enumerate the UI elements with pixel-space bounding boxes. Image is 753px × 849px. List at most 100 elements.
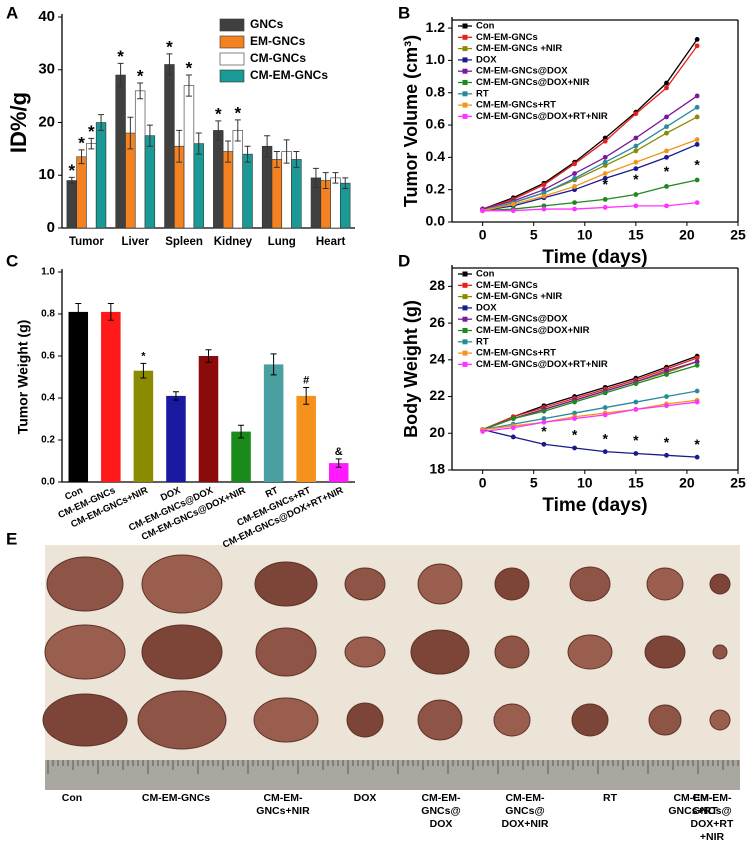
data-point [664, 80, 669, 86]
x-tick-label: 15 [628, 227, 644, 243]
data-point [694, 359, 700, 365]
tumor-photo [494, 567, 530, 601]
legend-marker [462, 80, 468, 85]
bar [328, 463, 349, 482]
legend-marker [462, 271, 468, 277]
error-bar [215, 120, 222, 141]
series-line [482, 106, 698, 212]
bar [68, 311, 89, 482]
y-tick-label: 0.4 [41, 393, 55, 404]
data-point [694, 114, 700, 120]
y-tick-label: 1.0 [426, 51, 446, 67]
bar [232, 130, 243, 229]
tumor-photo [46, 556, 124, 612]
data-point [694, 142, 700, 147]
significance-marker: * [694, 157, 700, 173]
data-point [602, 412, 608, 418]
group-label: CM-EM-GNCs [142, 792, 210, 804]
bar [261, 145, 273, 229]
significance-marker: * [541, 423, 547, 439]
legend-label: CM-EM-GNCs +NIR [476, 43, 562, 54]
significance-marker: * [694, 436, 700, 452]
data-point [602, 175, 608, 181]
tumor-photo [44, 624, 126, 680]
x-tick-label: Heart [316, 236, 346, 248]
legend-swatch [219, 52, 245, 66]
y-axis-label: ID%/g [6, 92, 31, 153]
series-line [482, 390, 698, 431]
legend-marker [462, 294, 468, 300]
error-bar [225, 140, 232, 163]
data-point [510, 425, 516, 431]
legend-swatch [219, 69, 245, 83]
error-bar [137, 82, 144, 100]
error-bar [117, 62, 124, 88]
error-bar [332, 172, 339, 184]
legend-marker [462, 34, 468, 40]
significance-marker: * [166, 37, 173, 56]
data-point [664, 452, 669, 458]
y-tick-label: 0.0 [41, 477, 55, 488]
x-tick-label: RT [264, 485, 280, 500]
data-point [572, 175, 577, 181]
legend-marker [462, 282, 468, 288]
data-point [664, 148, 669, 154]
series-line [482, 401, 698, 433]
panel-label: A [6, 3, 18, 22]
group-label: DOX [354, 792, 377, 804]
bar [263, 364, 284, 482]
data-point [664, 114, 669, 120]
y-tick-label: 24 [429, 351, 445, 367]
bar [296, 395, 316, 482]
bar [164, 64, 175, 229]
tumor-photo [344, 636, 386, 668]
data-point [602, 205, 608, 210]
tumor-photo [644, 635, 686, 669]
data-point [694, 200, 700, 206]
legend-marker [462, 102, 468, 108]
data-point [602, 405, 608, 410]
y-tick-label: 0.6 [41, 351, 55, 362]
y-axis-label: Body Weight (g) [401, 300, 421, 438]
bar [134, 90, 146, 229]
legend-swatch [219, 35, 245, 49]
error-bar [283, 139, 290, 164]
x-tick-label: 10 [577, 475, 593, 491]
tumor-photo [410, 629, 470, 675]
bar [291, 159, 302, 229]
data-point [694, 454, 700, 460]
data-point [541, 441, 547, 447]
error-bar [312, 167, 319, 188]
legend-marker [462, 68, 468, 74]
data-point [633, 399, 639, 405]
data-point [510, 434, 516, 440]
x-tick-label: 5 [530, 475, 538, 491]
y-tick-label: 0.2 [41, 435, 55, 446]
legend-marker [462, 328, 468, 333]
tumor-photo [709, 573, 731, 595]
significance-marker: * [602, 430, 608, 446]
legend-marker [462, 91, 468, 97]
error-bar [127, 116, 134, 150]
legend-label: RT [476, 336, 489, 347]
tumor-photo [493, 703, 531, 737]
bar [271, 159, 283, 229]
legend-marker [462, 361, 468, 367]
legend-label: DOX [476, 302, 497, 313]
data-point [664, 154, 669, 160]
data-point [633, 381, 639, 387]
legend-label: EM-GNCs [250, 34, 306, 48]
data-point [510, 416, 516, 421]
group-label: CM-EM- [421, 792, 461, 804]
data-point [572, 416, 577, 421]
error-bar [75, 303, 82, 321]
error-bar [270, 353, 277, 376]
series-line [482, 138, 698, 212]
bar [115, 74, 126, 229]
data-point [633, 143, 639, 149]
legend-marker [462, 350, 468, 356]
y-tick-label: 22 [429, 387, 445, 403]
data-point [694, 93, 700, 99]
data-point [694, 388, 700, 394]
legend-marker [462, 46, 468, 52]
